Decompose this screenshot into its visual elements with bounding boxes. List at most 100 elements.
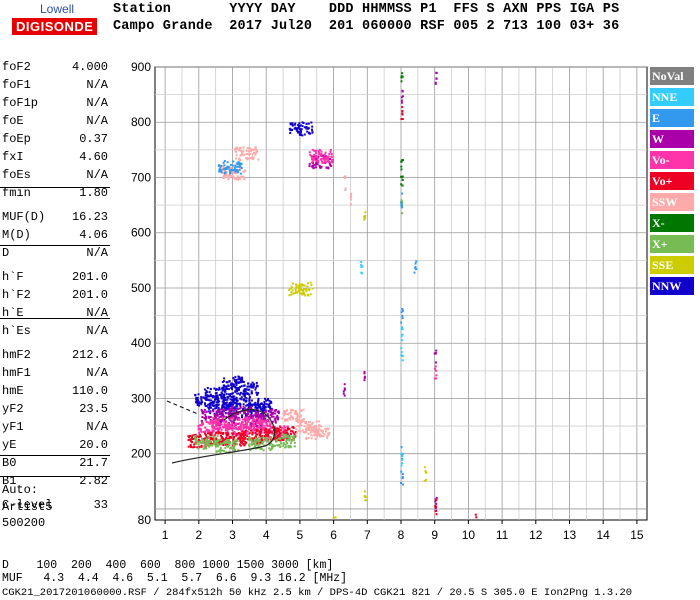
data-point xyxy=(278,425,281,428)
data-point xyxy=(250,440,253,443)
data-point xyxy=(360,264,363,266)
data-point xyxy=(271,408,274,411)
data-point xyxy=(246,438,249,441)
data-point xyxy=(199,401,202,404)
data-point xyxy=(261,436,264,439)
data-point xyxy=(238,162,241,165)
data-point xyxy=(213,404,216,407)
data-point xyxy=(233,418,236,421)
data-point xyxy=(227,422,230,425)
data-point xyxy=(247,150,250,153)
data-point xyxy=(321,161,324,164)
data-point xyxy=(331,159,334,162)
data-point xyxy=(231,175,233,178)
data-point xyxy=(294,288,297,291)
data-point xyxy=(195,400,198,403)
data-point xyxy=(232,437,235,440)
data-point xyxy=(267,405,270,408)
data-point xyxy=(218,388,221,391)
data-point xyxy=(400,339,403,342)
data-point xyxy=(218,169,221,172)
data-point xyxy=(226,167,229,170)
param-row-b1: B1 2.82 xyxy=(2,474,108,492)
data-point xyxy=(263,411,266,414)
data-point xyxy=(254,388,257,391)
data-point xyxy=(255,151,258,154)
data-point xyxy=(302,289,305,292)
data-point xyxy=(361,265,364,268)
data-point xyxy=(211,429,214,432)
data-point xyxy=(208,444,211,447)
data-point xyxy=(243,432,245,435)
data-point xyxy=(208,399,211,402)
param-name: h`Es xyxy=(2,324,31,338)
data-point xyxy=(238,428,241,430)
data-point xyxy=(241,414,243,417)
param-value: 23.5 xyxy=(79,402,108,416)
data-point xyxy=(305,122,308,125)
param-name: M(D) xyxy=(2,228,31,242)
data-point xyxy=(260,428,262,431)
param-row-fof1p: foF1p N/A xyxy=(2,96,108,114)
param-value: 201.0 xyxy=(71,270,108,284)
data-point xyxy=(274,444,276,447)
data-point xyxy=(204,397,207,400)
data-point xyxy=(223,175,225,178)
data-point xyxy=(243,393,246,396)
data-point xyxy=(260,425,263,428)
data-point xyxy=(234,380,237,383)
data-point xyxy=(301,121,304,124)
data-point xyxy=(248,428,250,431)
data-point xyxy=(279,438,282,440)
data-point xyxy=(227,178,230,181)
data-point xyxy=(224,406,227,409)
data-point xyxy=(201,441,203,444)
data-point xyxy=(213,434,216,437)
data-point xyxy=(212,439,215,442)
data-point xyxy=(229,417,232,420)
data-point xyxy=(310,434,313,437)
data-point xyxy=(261,434,264,437)
data-point xyxy=(230,424,233,427)
data-point xyxy=(402,159,404,162)
data-point xyxy=(222,176,225,179)
data-point xyxy=(247,388,250,391)
data-point xyxy=(400,464,403,467)
data-point xyxy=(237,163,239,165)
data-point xyxy=(401,192,404,195)
data-point xyxy=(284,420,287,422)
data-point xyxy=(272,433,275,436)
data-point xyxy=(225,433,228,436)
data-point xyxy=(314,157,317,160)
data-point xyxy=(317,150,320,153)
data-point xyxy=(223,393,226,396)
data-point xyxy=(309,425,312,428)
data-point xyxy=(256,433,259,436)
data-point xyxy=(227,445,230,448)
data-point xyxy=(211,396,214,399)
x-tick-label: 2 xyxy=(195,528,202,542)
data-point xyxy=(305,125,308,128)
data-point xyxy=(329,150,332,153)
data-point xyxy=(208,435,210,438)
data-point xyxy=(248,393,251,396)
data-point xyxy=(258,447,261,450)
param-value: 212.6 xyxy=(71,348,108,362)
data-point xyxy=(252,429,254,431)
data-point xyxy=(242,408,244,410)
data-point xyxy=(435,77,438,80)
data-point xyxy=(208,440,211,443)
data-point xyxy=(194,394,197,397)
data-point xyxy=(277,444,279,447)
data-point xyxy=(334,516,337,519)
data-point xyxy=(294,410,297,412)
data-point xyxy=(223,442,226,445)
data-point xyxy=(238,418,241,420)
data-point xyxy=(242,389,245,392)
data-point xyxy=(221,409,224,411)
data-point xyxy=(414,266,417,268)
data-point xyxy=(235,165,238,168)
data-point xyxy=(235,154,238,157)
data-point xyxy=(236,405,239,408)
separator xyxy=(0,455,110,456)
